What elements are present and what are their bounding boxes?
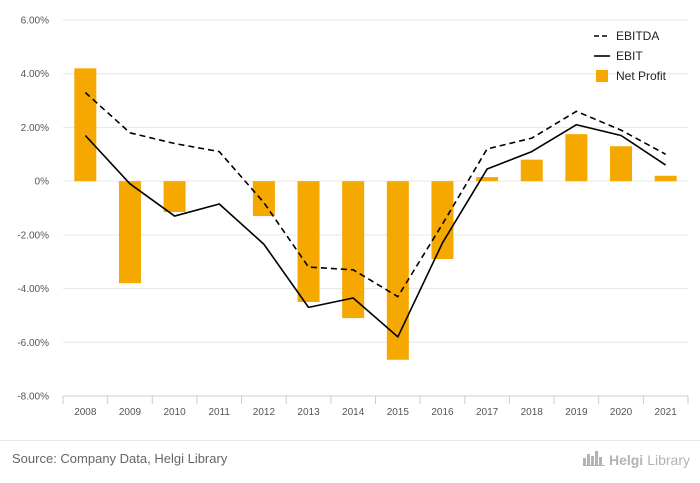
bar-net-profit bbox=[342, 181, 365, 319]
bar-net-profit bbox=[386, 181, 409, 360]
y-tick-label: -6.00% bbox=[17, 338, 49, 349]
bar-net-profit bbox=[297, 181, 320, 302]
y-tick-label: 2.00% bbox=[21, 123, 49, 134]
bar-net-profit bbox=[252, 181, 275, 217]
footer: Source: Company Data, Helgi Library Helg… bbox=[0, 440, 700, 483]
brand-logo[interactable]: Helgi Library bbox=[582, 450, 690, 469]
y-tick-label: -4.00% bbox=[17, 284, 49, 295]
legend-ebitda-label: EBITDA bbox=[616, 29, 659, 43]
brand-name-suffix: Library bbox=[647, 451, 690, 468]
x-tick-label: 2008 bbox=[74, 407, 97, 418]
x-tick-label: 2010 bbox=[163, 407, 186, 418]
legend-net-profit-label: Net Profit bbox=[616, 69, 667, 83]
legend-net-profit-symbol bbox=[596, 70, 608, 82]
chart-area: 6.00% 4.00% 2.00% 0% -2.00% -4.00% -6.00% -8.00… bbox=[17, 16, 689, 418]
y-tick-label: -8.00% bbox=[17, 392, 49, 403]
x-tick-label: 2021 bbox=[655, 407, 678, 418]
x-tick-label: 2019 bbox=[565, 407, 588, 418]
x-tick-label: 2013 bbox=[297, 407, 320, 418]
y-tick-label: 4.00% bbox=[21, 69, 49, 80]
y-tick-label: -2.00% bbox=[17, 230, 49, 241]
skyline-icon bbox=[582, 450, 605, 469]
bar-net-profit bbox=[118, 181, 141, 284]
x-tick-label: 2015 bbox=[387, 407, 410, 418]
y-tick-label: 6.00% bbox=[21, 16, 49, 27]
bar-net-profit bbox=[654, 175, 677, 182]
line-ebitda bbox=[84, 91, 667, 298]
x-tick-label: 2012 bbox=[253, 407, 276, 418]
bar-net-profit bbox=[431, 181, 454, 260]
bar-net-profit bbox=[476, 177, 499, 182]
bar-net-profit bbox=[565, 134, 588, 182]
line-ebit bbox=[84, 123, 667, 338]
x-tick-label: 2011 bbox=[208, 407, 230, 418]
x-tick-label: 2018 bbox=[521, 407, 544, 418]
x-tick-label: 2016 bbox=[431, 407, 454, 418]
bar-net-profit bbox=[74, 68, 97, 182]
x-tick-label: 2014 bbox=[342, 407, 365, 418]
source-note: Source: Company Data, Helgi Library bbox=[12, 451, 228, 466]
x-tick-label: 2009 bbox=[119, 407, 142, 418]
brand-name-prefix: Helgi bbox=[608, 451, 644, 468]
legend-ebit-label: EBIT bbox=[616, 49, 643, 63]
combo-chart: 6.00% 4.00% 2.00% 0% -2.00% -4.00% -6.00% -8.00… bbox=[17, 16, 689, 418]
x-tick-label: 2020 bbox=[610, 407, 633, 418]
bar-net-profit bbox=[163, 181, 186, 213]
bar-net-profit bbox=[610, 146, 633, 182]
x-tick-label: 2017 bbox=[476, 407, 499, 418]
footer-divider bbox=[0, 440, 700, 441]
bar-net-profit bbox=[520, 159, 543, 182]
y-tick-label: 0% bbox=[35, 177, 50, 188]
